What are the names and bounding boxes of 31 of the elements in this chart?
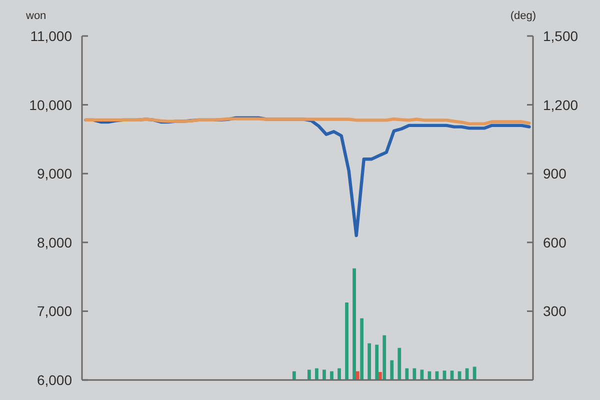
bar xyxy=(322,370,326,380)
bar xyxy=(390,360,394,380)
y-tick-label: 10,000 xyxy=(29,96,72,113)
bar xyxy=(292,371,296,380)
y-tick-label: 8,000 xyxy=(36,234,72,250)
bar xyxy=(352,268,356,380)
bar xyxy=(412,368,416,380)
y2-tick-label: 1,500 xyxy=(543,28,578,44)
bar xyxy=(356,371,360,380)
y2-tick-label: 600 xyxy=(543,234,567,250)
bar xyxy=(330,371,334,380)
y2-tick-label: 300 xyxy=(543,303,567,320)
y-axis-title: won xyxy=(26,10,46,22)
bar xyxy=(405,368,409,380)
y-tick-label: 9,000 xyxy=(36,166,72,182)
bar xyxy=(345,302,348,380)
bar xyxy=(338,368,341,380)
y-tick-label: 11,000 xyxy=(30,28,72,44)
y-tick-label: 6,000 xyxy=(36,372,72,388)
bar xyxy=(382,335,386,380)
y2-tick-label: 1,200 xyxy=(543,96,578,113)
bar xyxy=(315,368,318,380)
bar xyxy=(308,370,311,380)
y2-axis-title: (deg) xyxy=(510,10,536,22)
bar xyxy=(375,344,379,380)
y-tick-label: 7,000 xyxy=(36,303,72,320)
bar xyxy=(398,348,402,380)
bar xyxy=(378,372,382,380)
bar xyxy=(368,343,372,380)
y2-tick-label: 900 xyxy=(543,166,567,182)
bar xyxy=(360,318,364,380)
